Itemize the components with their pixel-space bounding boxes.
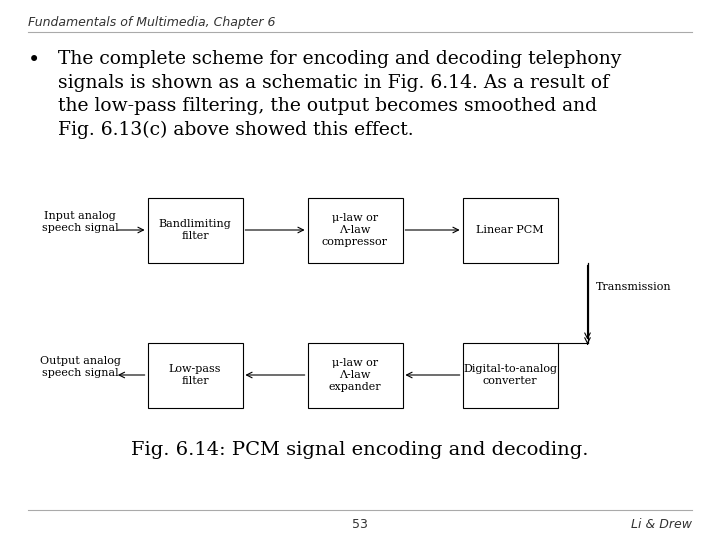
Text: μ-law or
Λ-law
expander: μ-law or Λ-law expander [329,357,382,393]
Text: Fundamentals of Multimedia, Chapter 6: Fundamentals of Multimedia, Chapter 6 [28,16,276,29]
Text: Input analog
speech signal: Input analog speech signal [42,211,118,233]
Text: Digital-to-analog
converter: Digital-to-analog converter [463,364,557,386]
Text: μ-law or
Λ-law
compressor: μ-law or Λ-law compressor [322,213,388,247]
Text: 53: 53 [352,518,368,531]
Bar [307,198,402,262]
Bar [148,198,243,262]
Bar [462,198,557,262]
Text: The complete scheme for encoding and decoding telephony
signals is shown as a sc: The complete scheme for encoding and dec… [58,50,621,139]
Text: Bandlimiting
filter: Bandlimiting filter [158,219,231,241]
Text: Low-pass
filter: Low-pass filter [168,364,221,386]
Bar [148,342,243,408]
Text: Li & Drew: Li & Drew [631,518,692,531]
Text: Output analog
speech signal: Output analog speech signal [40,356,120,378]
Text: Fig. 6.14: PCM signal encoding and decoding.: Fig. 6.14: PCM signal encoding and decod… [131,441,589,459]
Text: Linear PCM: Linear PCM [476,225,544,235]
Bar [307,342,402,408]
Bar [462,342,557,408]
Text: Transmission: Transmission [595,282,671,293]
Text: •: • [28,50,40,70]
